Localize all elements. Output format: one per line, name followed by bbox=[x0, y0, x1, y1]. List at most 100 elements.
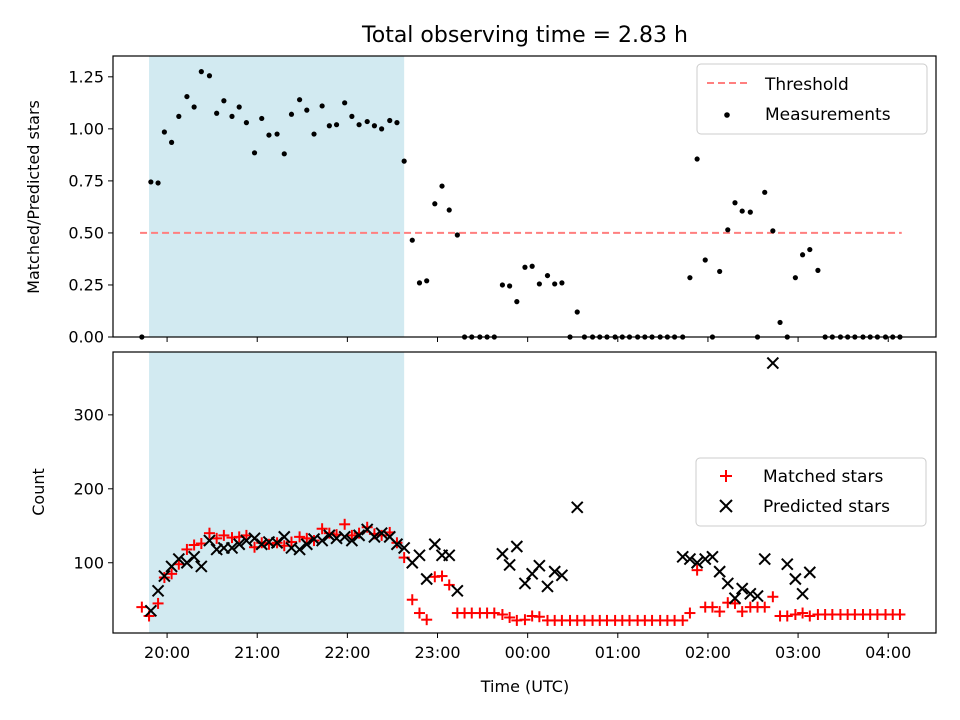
predicted-point-52 bbox=[676, 550, 689, 564]
measurement-point-80 bbox=[739, 208, 745, 214]
predicted-point-55 bbox=[699, 552, 712, 566]
predicted-point-8 bbox=[203, 534, 216, 547]
x-tick-label-8: 04:00 bbox=[865, 643, 911, 662]
matched-point-30 bbox=[361, 521, 373, 533]
matched-point-53 bbox=[533, 611, 545, 623]
y-tick-label-1-1: 200 bbox=[73, 479, 104, 498]
matched-point-83 bbox=[759, 601, 771, 613]
observing-span-1 bbox=[149, 352, 405, 633]
measurement-point-34 bbox=[394, 120, 400, 126]
y-tick-label-0-5: 1.25 bbox=[68, 67, 104, 86]
matched-point-101 bbox=[894, 609, 906, 621]
predicted-point-26 bbox=[338, 530, 351, 544]
predicted-point-47 bbox=[533, 559, 546, 572]
predicted-point-65 bbox=[781, 558, 794, 571]
measurement-point-29 bbox=[356, 122, 362, 128]
legend-predicted-swatch bbox=[719, 499, 733, 513]
matched-point-14 bbox=[240, 529, 252, 541]
matched-point-25 bbox=[323, 527, 335, 539]
measurement-point-36 bbox=[409, 237, 415, 243]
matched-point-48 bbox=[496, 609, 508, 621]
measurement-point-90 bbox=[815, 267, 821, 273]
matched-point-32 bbox=[376, 529, 388, 541]
measurement-point-39 bbox=[432, 201, 438, 207]
matched-point-2 bbox=[152, 597, 164, 609]
measurement-point-25 bbox=[326, 123, 332, 129]
matched-point-20 bbox=[285, 536, 297, 548]
measurement-point-19 bbox=[281, 151, 287, 157]
measurement-point-75 bbox=[702, 257, 708, 263]
measurement-point-21 bbox=[296, 97, 303, 103]
predicted-point-33 bbox=[390, 538, 404, 551]
measurement-point-16 bbox=[259, 115, 265, 122]
predicted-point-4 bbox=[172, 552, 186, 566]
matched-point-37 bbox=[413, 607, 425, 619]
observing-span-0 bbox=[149, 56, 405, 337]
measurement-point-42 bbox=[454, 232, 460, 238]
predicted-point-54 bbox=[690, 556, 704, 569]
measurement-point-52 bbox=[529, 263, 535, 269]
measurement-point-48 bbox=[499, 282, 506, 288]
bottom-legend: Matched stars Predicted stars bbox=[695, 457, 927, 527]
matched-point-3 bbox=[158, 572, 170, 584]
measurement-point-33 bbox=[387, 117, 393, 124]
measurement-point-18 bbox=[274, 131, 280, 137]
measurement-point-14 bbox=[243, 120, 250, 126]
predicted-point-68 bbox=[803, 566, 817, 579]
predicted-point-7 bbox=[195, 560, 208, 573]
predicted-point-2 bbox=[158, 569, 171, 583]
measurement-point-51 bbox=[522, 264, 528, 270]
matched-point-0 bbox=[136, 601, 148, 613]
predicted-point-30 bbox=[368, 530, 381, 544]
measurement-point-50 bbox=[514, 299, 520, 305]
matched-point-72 bbox=[677, 614, 689, 626]
measurement-point-35 bbox=[401, 158, 407, 164]
y-tick-label-0-2: 0.50 bbox=[68, 223, 104, 242]
measurement-point-10 bbox=[214, 110, 220, 116]
matched-point-21 bbox=[294, 531, 306, 543]
measurement-point-38 bbox=[424, 278, 430, 284]
matched-point-38 bbox=[421, 614, 433, 626]
measurement-point-79 bbox=[732, 200, 738, 206]
x-tick-label-3: 23:00 bbox=[414, 643, 460, 662]
predicted-point-15 bbox=[255, 538, 268, 551]
matched-point-11 bbox=[218, 529, 230, 541]
matched-point-8 bbox=[195, 538, 207, 550]
measurement-point-73 bbox=[687, 275, 693, 281]
predicted-point-23 bbox=[315, 534, 329, 547]
measurement-point-6 bbox=[184, 93, 190, 100]
matched-point-22 bbox=[301, 532, 313, 544]
legend-measurements-label: Measurements bbox=[765, 105, 891, 125]
predicted-point-63 bbox=[758, 552, 771, 566]
measurement-point-49 bbox=[507, 283, 513, 289]
measurement-point-41 bbox=[446, 207, 452, 213]
measurement-point-28 bbox=[349, 113, 355, 119]
measurement-point-77 bbox=[717, 268, 723, 275]
y-tick-label-0-3: 0.75 bbox=[68, 171, 104, 190]
predicted-point-48 bbox=[541, 580, 554, 593]
predicted-point-58 bbox=[721, 577, 734, 590]
matched-point-79 bbox=[729, 597, 741, 609]
matched-point-84 bbox=[767, 591, 779, 603]
matched-point-17 bbox=[263, 538, 275, 550]
predicted-point-18 bbox=[278, 530, 291, 544]
matched-point-49 bbox=[504, 611, 516, 623]
measurement-point-88 bbox=[799, 252, 806, 258]
predicted-point-56 bbox=[706, 550, 719, 564]
matched-point-76 bbox=[706, 601, 718, 613]
x-tick-label-6: 02:00 bbox=[685, 643, 731, 662]
top-legend-box bbox=[696, 63, 928, 135]
predicted-point-40 bbox=[443, 549, 456, 562]
measurement-point-30 bbox=[364, 118, 370, 125]
matched-point-40 bbox=[436, 570, 448, 582]
predicted-point-44 bbox=[510, 540, 524, 553]
bottom-ylabel: Count bbox=[29, 468, 48, 516]
matched-point-77 bbox=[714, 606, 726, 618]
legend-measurements-swatch bbox=[724, 112, 730, 118]
measurement-point-15 bbox=[251, 150, 258, 156]
measurement-point-23 bbox=[311, 131, 317, 137]
predicted-point-1 bbox=[151, 584, 165, 598]
predicted-point-67 bbox=[796, 587, 809, 601]
measurement-point-5 bbox=[176, 113, 182, 119]
matched-point-6 bbox=[181, 543, 193, 555]
